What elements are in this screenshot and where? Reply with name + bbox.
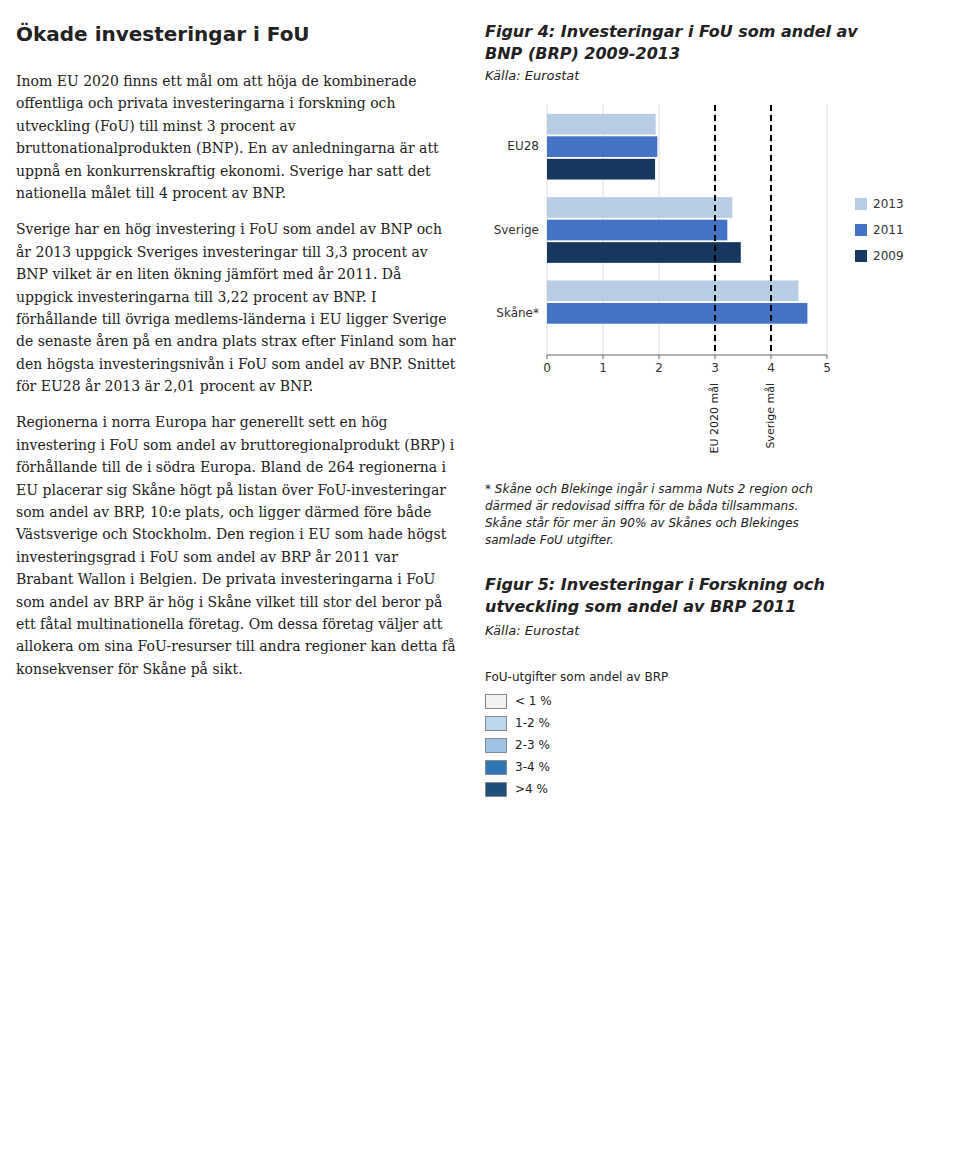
map-legend-title: FoU-utgifter som andel av BRP xyxy=(485,670,668,684)
note-text: Skåne står för mer än 90% av Skånes och … xyxy=(485,516,799,530)
x-tick-label: 1 xyxy=(599,361,607,375)
x-tick xyxy=(603,355,604,359)
chart: 0 1 2 3 4 5 EU 2020 mål Sverige mål EU28 Sverige S… xyxy=(485,95,950,475)
bar xyxy=(547,159,655,180)
bar xyxy=(547,136,657,157)
target-label: Sverige mål xyxy=(764,383,777,449)
legend-swatch xyxy=(855,198,867,210)
map-legend-label: 1-2 % xyxy=(515,716,550,731)
map-legend-label: < 1 % xyxy=(515,694,552,709)
bar xyxy=(547,114,656,135)
figure5-subtitle: Källa: Eurostat xyxy=(485,623,579,638)
x-tick xyxy=(771,355,772,359)
map-legend-swatch xyxy=(485,716,507,731)
x-tick-label: 5 xyxy=(823,361,831,375)
bar xyxy=(547,197,732,218)
bar xyxy=(547,325,548,346)
x-tick-label: 0 xyxy=(543,361,551,375)
map-legend-swatch xyxy=(485,738,507,753)
target-line xyxy=(770,105,772,355)
chart-title: Figur 4: Investeringar i FoU som andel a… xyxy=(485,22,858,41)
bar xyxy=(547,280,798,301)
x-tick xyxy=(827,355,828,359)
body-paragraph: Sverige har en hög investering i FoU som… xyxy=(16,218,456,397)
bar xyxy=(547,242,741,263)
legend-label: 2009 xyxy=(873,249,904,263)
x-tick-label: 2 xyxy=(655,361,663,375)
target-line xyxy=(714,105,716,355)
chart-subtitle: Källa: Eurostat xyxy=(485,68,579,83)
bar xyxy=(547,220,727,241)
note-text: * Skåne och Blekinge ingår i samma Nuts … xyxy=(485,482,813,496)
map-legend-swatch xyxy=(485,760,507,775)
legend-swatch xyxy=(855,250,867,262)
note-text: därmed är redovisad siffra för de båda t… xyxy=(485,499,798,513)
body-paragraph: Inom EU 2020 finns ett mål om att höja d… xyxy=(16,70,456,204)
legend-swatch xyxy=(855,224,867,236)
target-label: EU 2020 mål xyxy=(708,383,721,454)
y-tick-label: Sverige xyxy=(494,223,539,237)
map-legend-swatch xyxy=(485,694,507,709)
x-tick-label: 4 xyxy=(767,361,775,375)
x-axis-line xyxy=(547,355,827,356)
x-tick xyxy=(659,355,660,359)
x-tick-label: 3 xyxy=(711,361,719,375)
chart-title: BNP (BRP) 2009-2013 xyxy=(485,44,680,63)
y-tick-label: EU28 xyxy=(507,139,539,153)
x-tick xyxy=(547,355,548,359)
page-heading: Ökade investeringar i FoU xyxy=(16,22,310,46)
grid-line xyxy=(827,105,828,355)
annotation-lines xyxy=(715,105,771,355)
note-text: samlade FoU utgifter. xyxy=(485,533,614,547)
x-tick xyxy=(715,355,716,359)
grid-line xyxy=(771,105,772,355)
legend-label: 2011 xyxy=(873,223,904,237)
body-column: Inom EU 2020 finns ett mål om att höja d… xyxy=(16,70,456,694)
map-legend-swatch xyxy=(485,782,507,797)
map-legend-label: 3-4 % xyxy=(515,760,550,775)
map-legend-label: >4 % xyxy=(515,782,548,797)
bars xyxy=(547,114,807,324)
body-paragraph: Regionerna i norra Europa har generellt … xyxy=(16,411,456,680)
y-tick-label: Skåne* xyxy=(496,306,539,320)
map-legend-label: 2-3 % xyxy=(515,738,550,753)
legend-label: 2013 xyxy=(873,197,904,211)
figure5-title: Figur 5: Investeringar i Forskning och xyxy=(485,575,825,594)
grid-line xyxy=(715,105,716,355)
figure5-title: utveckling som andel av BRP 2011 xyxy=(485,597,796,616)
bar xyxy=(547,303,807,324)
